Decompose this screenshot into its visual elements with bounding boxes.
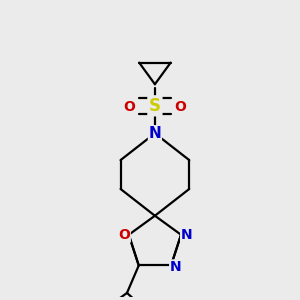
Text: S: S (149, 97, 161, 115)
Text: N: N (181, 228, 193, 242)
Text: N: N (170, 260, 182, 274)
Text: O: O (124, 100, 135, 114)
Text: N: N (148, 126, 161, 141)
Text: O: O (175, 100, 186, 114)
Text: O: O (118, 228, 130, 242)
